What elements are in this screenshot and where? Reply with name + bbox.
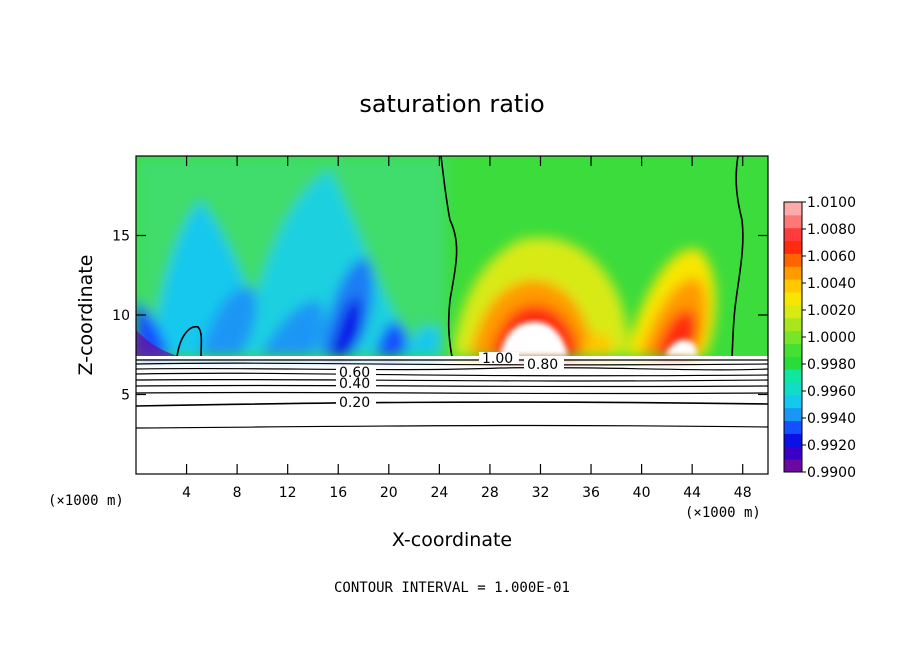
colorbar-swatch bbox=[784, 369, 802, 383]
colorbar-swatch bbox=[784, 292, 802, 306]
x-tick-label: 36 bbox=[582, 485, 600, 501]
colorbar-swatch bbox=[784, 394, 802, 409]
colorbar-swatch bbox=[784, 240, 802, 254]
contour-label-0-40: 0.40 bbox=[339, 376, 370, 392]
plot-area bbox=[136, 156, 768, 474]
colorbar-tick-label: 1.0040 bbox=[807, 276, 856, 292]
colorbar-swatch bbox=[784, 279, 802, 293]
colorbar-tick-label: 0.9900 bbox=[807, 465, 856, 481]
contour-labels: 1.00 0.80 0.60 0.40 0.20 bbox=[336, 351, 564, 411]
contour-1-00 bbox=[176, 156, 744, 358]
colorbar-tick-label: 1.0000 bbox=[807, 330, 856, 346]
colorbar-tick-label: 0.9980 bbox=[807, 357, 856, 373]
colorbar-tick-label: 1.0020 bbox=[807, 303, 856, 319]
colorbar-swatch bbox=[784, 317, 802, 332]
colorbar-tick-label: 0.9940 bbox=[807, 411, 856, 427]
colorbar-swatch bbox=[784, 253, 802, 267]
colorbar-swatch bbox=[784, 433, 802, 447]
colorbar-swatch bbox=[784, 266, 802, 280]
contour-interval-note: CONTOUR INTERVAL = 1.000E-01 bbox=[334, 580, 570, 596]
colorbar-swatch bbox=[784, 420, 802, 434]
x-tick-label: 16 bbox=[329, 485, 347, 501]
x-tick-label: 40 bbox=[633, 485, 651, 501]
x-tick-label: 48 bbox=[734, 485, 752, 501]
y-tick-label: 15 bbox=[112, 229, 130, 245]
colorbar-tick-label: 1.0080 bbox=[807, 222, 856, 238]
colorbar-swatch bbox=[784, 343, 802, 357]
colorbar-tick-label: 1.0100 bbox=[807, 195, 856, 211]
colorbar: 0.9900 0.9920 0.9940 0.9960 0.9980 1.0000 1.00… bbox=[783, 195, 856, 481]
contour-lines bbox=[136, 359, 768, 429]
x-axis-label: X-coordinate bbox=[392, 529, 512, 551]
x-tick-label: 28 bbox=[481, 485, 499, 501]
colorbar-swatch bbox=[784, 227, 802, 242]
x-axis: 4 8 12 16 20 24 28 32 36 40 44 48 bbox=[182, 156, 752, 501]
y-tick-label: 10 bbox=[112, 308, 130, 324]
x-tick-label: 4 bbox=[182, 485, 191, 501]
colorbar-swatch bbox=[784, 214, 802, 229]
x-tick-label: 12 bbox=[279, 485, 297, 501]
colorbar-swatch bbox=[784, 330, 802, 344]
y-axis-label: Z-coordinate bbox=[75, 255, 97, 376]
colorbar-swatch bbox=[784, 446, 802, 460]
x-unit-label-left: (×1000 m) bbox=[48, 493, 124, 509]
x-tick-label: 20 bbox=[380, 485, 398, 501]
colorbar-swatch bbox=[784, 382, 802, 396]
chart-title: saturation ratio bbox=[359, 90, 544, 118]
colorbar-swatch bbox=[784, 304, 802, 319]
x-tick-label: 32 bbox=[532, 485, 550, 501]
colorbar-swatch bbox=[784, 202, 802, 216]
contour-label-1-00: 1.00 bbox=[482, 351, 513, 367]
x-tick-label: 24 bbox=[430, 485, 448, 501]
y-tick-label: 5 bbox=[121, 388, 130, 404]
x-tick-label: 44 bbox=[683, 485, 701, 501]
colorbar-swatch bbox=[784, 407, 802, 422]
y-axis: 5 10 15 bbox=[112, 229, 768, 404]
colorbar-swatch bbox=[784, 356, 802, 370]
contour-label-0-20: 0.20 bbox=[339, 395, 370, 411]
contour-label-0-80: 0.80 bbox=[527, 357, 558, 373]
x-tick-label: 8 bbox=[233, 485, 242, 501]
colorbar-swatch bbox=[784, 459, 802, 473]
colorbar-tick-label: 0.9920 bbox=[807, 438, 856, 454]
colorbar-tick-label: 1.0060 bbox=[807, 249, 856, 265]
colorbar-tick-label: 0.9960 bbox=[807, 384, 856, 400]
saturation-field bbox=[136, 156, 768, 356]
x-unit-label-right: (×1000 m) bbox=[685, 505, 761, 521]
